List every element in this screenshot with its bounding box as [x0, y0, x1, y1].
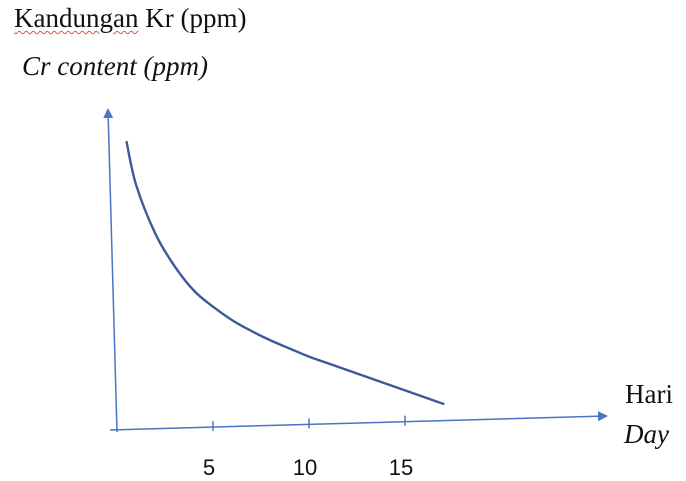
y-axis-label: Kandungan Kr (ppm)	[14, 3, 247, 34]
series-line	[125, 140, 445, 406]
x-axis-line	[109, 411, 608, 431]
y-axis-label-spellcheck-word: Kandungan	[14, 3, 139, 33]
x-axis-ticks	[212, 415, 406, 432]
x-axis-tick-labels: 5 10 15	[203, 455, 413, 480]
y-axis-label-english: Cr content (ppm)	[22, 51, 208, 81]
x-tick-label-5: 5	[203, 455, 215, 480]
x-axis-label: Hari	[625, 379, 673, 409]
x-axis-label-english: Day	[624, 419, 669, 449]
x-tick-label-15: 15	[389, 455, 413, 480]
x-tick-label-10: 10	[293, 455, 317, 480]
y-axis-line	[103, 108, 118, 433]
y-axis-label-rest: Kr (ppm)	[138, 3, 247, 33]
